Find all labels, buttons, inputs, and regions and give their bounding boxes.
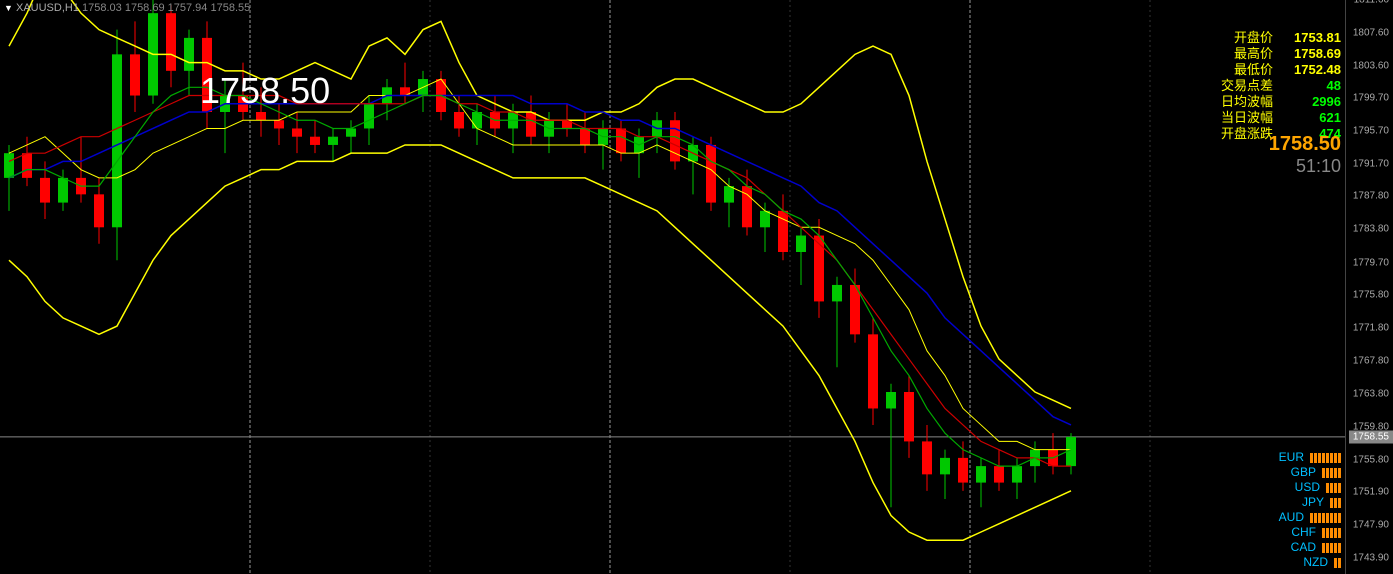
info-label: 日均波幅	[1221, 94, 1273, 110]
currency-label: AUD	[1276, 510, 1304, 525]
dropdown-icon: ▼	[4, 3, 13, 13]
y-axis: 1811.60 1807.60 1803.60 1799.70 1795.70 1791.…	[1345, 0, 1393, 574]
y-tick: 1775.80	[1353, 289, 1389, 300]
info-value: 1753.81	[1281, 30, 1341, 46]
strength-bars	[1322, 528, 1341, 538]
y-tick: 1783.80	[1353, 223, 1389, 234]
strength-bars	[1334, 558, 1341, 568]
info-value: 2996	[1281, 94, 1341, 110]
y-tick: 1751.90	[1353, 486, 1389, 497]
price-overlay: 1758.50	[200, 70, 330, 112]
y-tick: 1763.80	[1353, 388, 1389, 399]
currency-label: GBP	[1288, 465, 1316, 480]
y-tick: 1771.80	[1353, 322, 1389, 333]
info-value: 1752.48	[1281, 62, 1341, 78]
currency-label: CHF	[1288, 525, 1316, 540]
y-tick: 1747.90	[1353, 519, 1389, 530]
info-value: 48	[1281, 78, 1341, 94]
info-label: 最高价	[1234, 46, 1273, 62]
y-tick: 1811.60	[1354, 0, 1389, 6]
strength-bars	[1330, 498, 1341, 508]
info-value: 1758.69	[1281, 46, 1341, 62]
currency-label: EUR	[1276, 450, 1304, 465]
strength-bars	[1326, 483, 1341, 493]
y-tick: 1779.70	[1353, 257, 1389, 268]
countdown-timer: 51:10	[1296, 156, 1341, 177]
currency-strength-panel: EURGBPUSDJPYAUDCHFCADNZD	[1276, 450, 1341, 570]
strength-bars	[1310, 513, 1341, 523]
price-tag: 1758.55	[1349, 430, 1393, 443]
y-tick: 1755.80	[1353, 454, 1389, 465]
y-tick: 1803.60	[1353, 60, 1389, 71]
currency-label: CAD	[1288, 540, 1316, 555]
info-label: 开盘价	[1234, 30, 1273, 46]
y-tick: 1795.70	[1353, 125, 1389, 136]
y-tick: 1799.70	[1353, 93, 1389, 104]
currency-label: NZD	[1300, 555, 1328, 570]
current-price: 1758.50	[1269, 133, 1341, 156]
currency-label: USD	[1292, 480, 1320, 495]
symbol-label: XAUUSD,H1	[16, 2, 79, 14]
y-tick: 1807.60	[1353, 27, 1389, 38]
strength-bars	[1310, 453, 1341, 463]
chart-header: ▼ XAUUSD,H1 1758.03 1758.69 1757.94 1758…	[4, 2, 250, 14]
ohlc-values: 1758.03 1758.69 1757.94 1758.55	[82, 2, 250, 14]
strength-bars	[1322, 468, 1341, 478]
info-label: 最低价	[1234, 62, 1273, 78]
currency-label: JPY	[1296, 495, 1324, 510]
y-tick: 1791.70	[1353, 158, 1389, 169]
info-panel: 开盘价 1753.81 最高价 1758.69 最低价 1752.48 交易点差 48 日均波幅…	[1221, 30, 1341, 142]
y-tick: 1743.90	[1353, 552, 1389, 563]
strength-bars	[1322, 543, 1341, 553]
info-label: 交易点差	[1221, 78, 1273, 94]
y-tick: 1787.80	[1353, 191, 1389, 202]
info-value: 621	[1281, 110, 1341, 126]
y-tick: 1767.80	[1353, 355, 1389, 366]
info-label: 当日波幅	[1221, 110, 1273, 126]
info-label: 开盘涨跌	[1221, 126, 1273, 142]
